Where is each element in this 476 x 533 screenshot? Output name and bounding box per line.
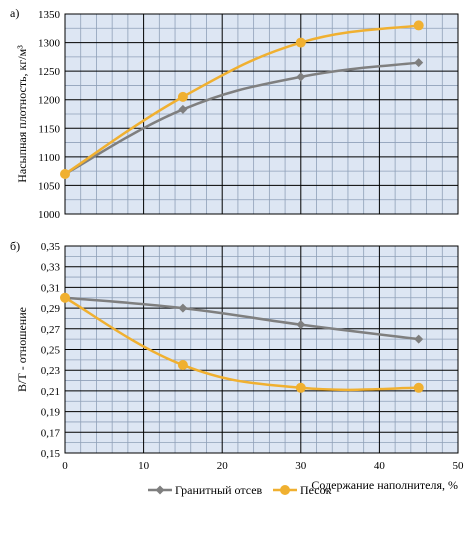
diamond-marker [178,303,188,313]
y-tick-label: 0,35 [41,241,61,253]
circle-marker [177,91,188,102]
y-tick-label: 0,25 [41,345,61,357]
y-tick-label: 0,19 [41,407,61,419]
legend-item-sand: Песок [273,483,332,497]
y-tick-label: 0,33 [41,262,61,274]
y-tick-label: 0,29 [41,303,61,315]
x-tick-label: 10 [138,460,150,472]
y-tick-label: 0,31 [41,282,60,294]
chart-panel-b: 0,15 0,17 0,19 0,21 0,23 0,25 0,27 0,29 0,31 0,33… [10,239,464,492]
series-sand [60,20,424,179]
diamond-marker [414,334,424,344]
diamond-marker-icon [155,485,165,495]
y-tick-label: 1350 [38,9,61,21]
y-tick-label: 0,27 [41,324,61,336]
diamond-marker [296,72,306,82]
y-tick-label: 0,17 [41,427,61,439]
x-tick-label: 30 [295,460,307,472]
y-tick-label: 1050 [38,180,61,192]
circle-marker [413,382,424,393]
legend-label: Гранитный отсев [175,483,263,497]
circle-marker [177,360,188,371]
series-sand [60,292,424,393]
circle-marker [60,169,70,179]
chart-panel-a: 1000 1050 1100 1150 1200 1250 1300 1350 Насыпная… [10,6,459,221]
series-line [63,296,420,392]
panel-letter: а) [10,6,19,20]
plot-frame [64,245,459,454]
legend-item-granite-screenings: Гранитный отсев [148,483,263,497]
diamond-marker [178,104,188,114]
series-line [63,61,420,176]
y-axis-label: В/Т - отношение [15,307,29,392]
y-axis-label: Насыпная плотность, кг/м³ [15,45,29,183]
y-tick-label: 0,23 [41,365,61,377]
y-tick-label: 1250 [38,66,61,78]
diamond-marker [414,58,424,68]
y-tick-label: 1200 [38,95,61,107]
y-tick-label: 1150 [38,123,60,135]
series-line [63,296,420,341]
y-tick-label: 0,21 [41,386,60,398]
x-axis-label: Содержание наполнителя, % [311,478,458,492]
y-tick-label: 1000 [38,209,61,221]
x-tick-label: 0 [62,460,68,472]
y-tick-label: 1100 [38,152,60,164]
series-line [63,24,420,176]
panel-letter: б) [10,239,20,253]
x-tick-label: 40 [374,460,386,472]
circle-marker [295,37,306,48]
x-tick-label: 20 [217,460,229,472]
circle-marker [413,20,424,31]
legend: Гранитный отсев Песок [148,483,332,497]
legend-label: Песок [300,483,332,497]
plot-frame [64,13,459,215]
diamond-marker [296,320,306,330]
circle-marker-icon [280,485,290,495]
y-tick-label: 1300 [38,38,61,50]
x-tick-label: 50 [453,460,465,472]
circle-marker [60,292,70,303]
y-tick-label: 0,15 [41,448,61,460]
circle-marker [295,382,306,393]
